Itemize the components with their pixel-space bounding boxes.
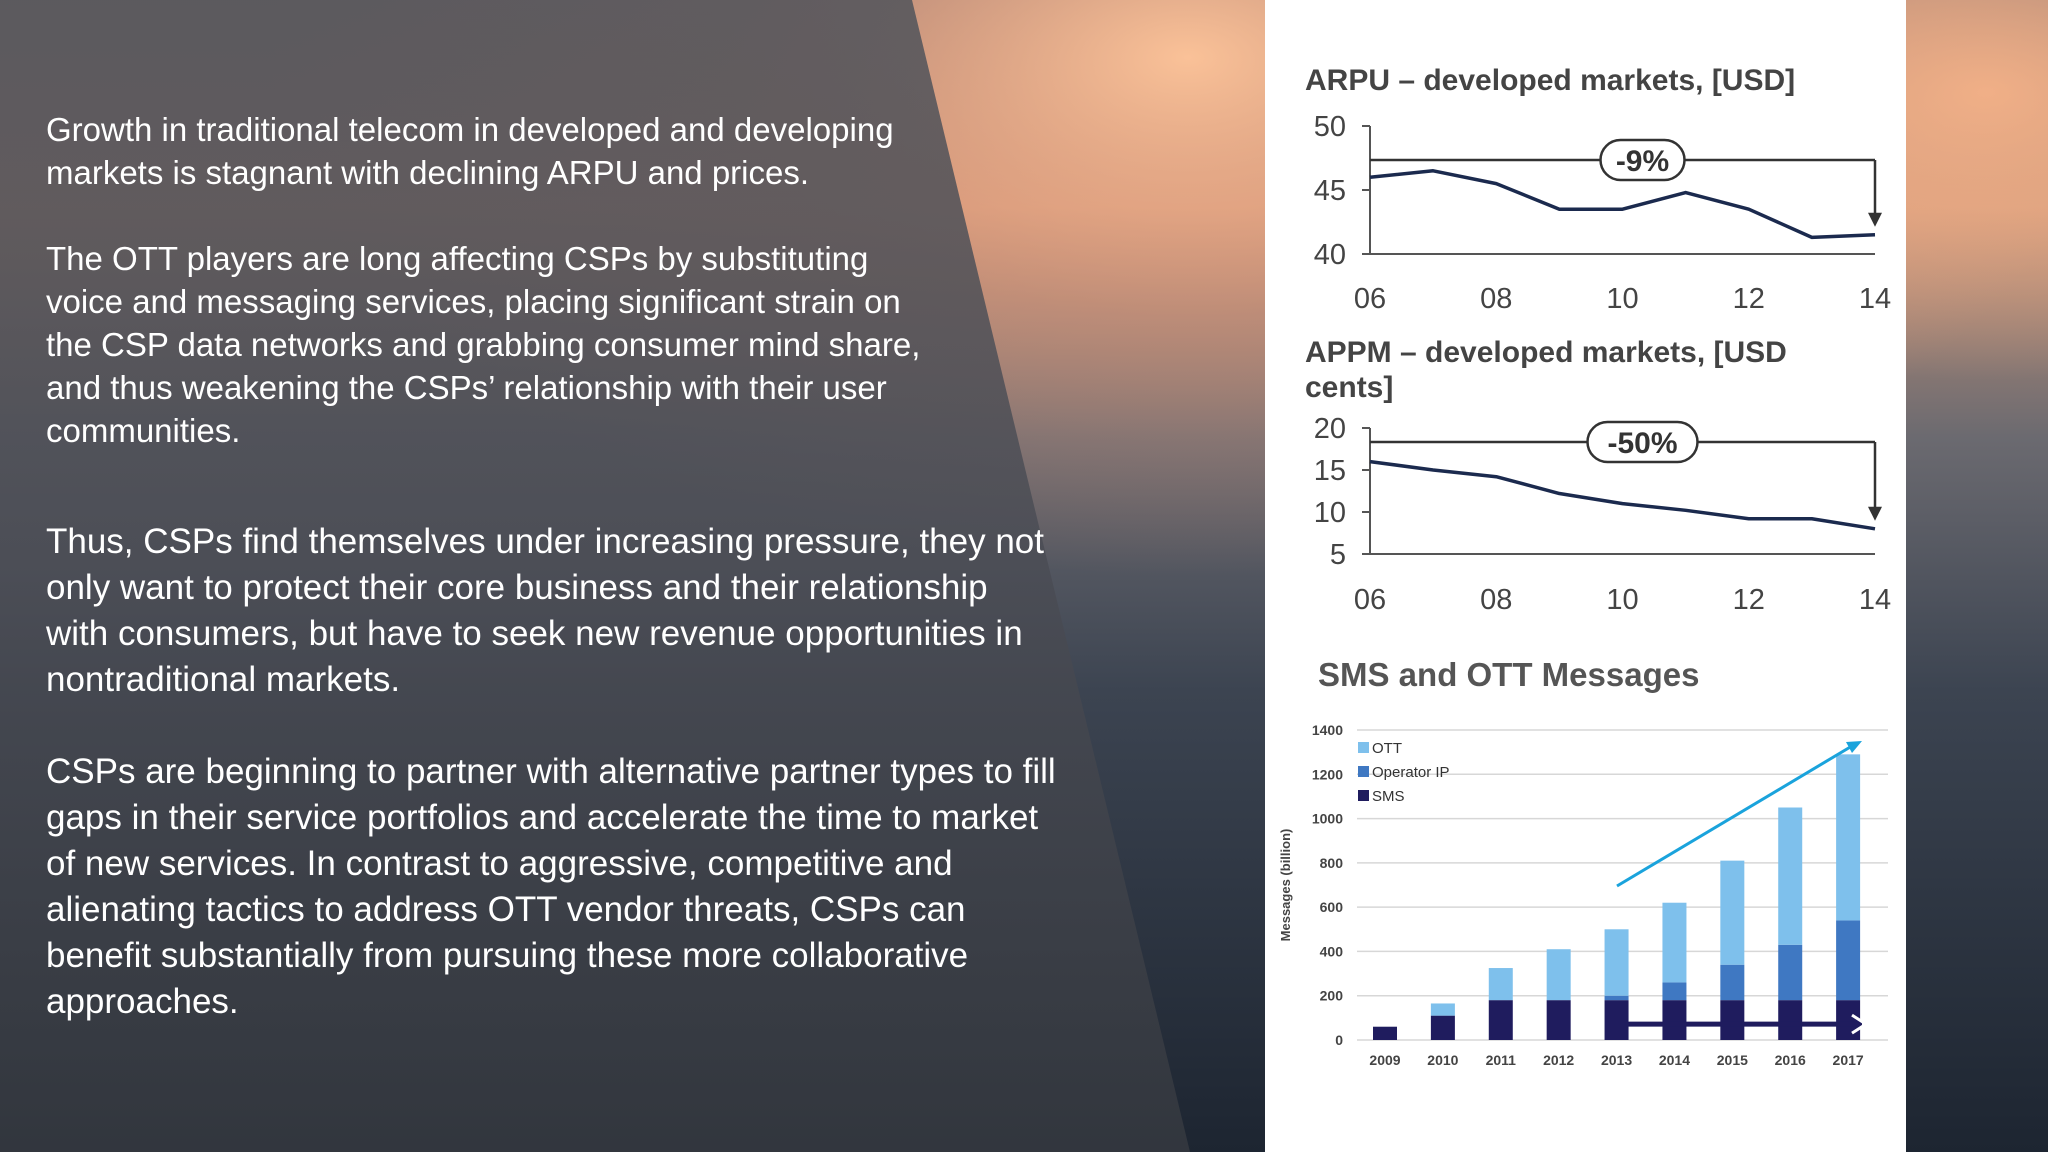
x-tick-label: 2013 bbox=[1601, 1052, 1632, 1068]
annotation-label: -9% bbox=[1616, 145, 1669, 178]
text-panel: Growth in traditional telecom in develop… bbox=[46, 108, 1056, 1025]
bar-segment-ott bbox=[1488, 968, 1513, 1001]
x-tick-label: 10 bbox=[1606, 283, 1638, 315]
x-tick-label: 2011 bbox=[1486, 1052, 1517, 1068]
x-tick-label: 08 bbox=[1480, 283, 1512, 315]
bar-segment-ott bbox=[1604, 929, 1629, 996]
line-chart-title: APPM – developed markets, [USD cents] bbox=[1305, 336, 1787, 404]
legend-label: SMS bbox=[1372, 788, 1405, 805]
annotation-label: -50% bbox=[1607, 427, 1677, 460]
x-tick-label: 12 bbox=[1733, 584, 1765, 616]
paragraph-3: Thus, CSPs find themselves under increas… bbox=[46, 522, 1044, 699]
bar-segment-sms bbox=[1778, 1000, 1803, 1040]
y-tick-label: 5 bbox=[1330, 539, 1346, 571]
y-tick-label: 400 bbox=[1320, 943, 1344, 959]
bar-segment-sms bbox=[1720, 1000, 1745, 1040]
legend-label: Operator IP bbox=[1372, 764, 1450, 781]
x-tick-label: 10 bbox=[1606, 584, 1638, 616]
legend-swatch bbox=[1358, 790, 1369, 801]
growth-arrow bbox=[1616, 741, 1858, 888]
y-tick-label: 1400 bbox=[1312, 722, 1343, 738]
chart-title-line: APPM – developed markets, [USD bbox=[1305, 336, 1787, 369]
x-tick-label: 2010 bbox=[1427, 1052, 1458, 1068]
y-tick-label: 1200 bbox=[1312, 766, 1343, 782]
y-tick-label: 800 bbox=[1320, 855, 1344, 871]
y-tick-label: 600 bbox=[1320, 899, 1344, 915]
arrow-head-icon bbox=[1868, 212, 1882, 227]
y-tick-label: 10 bbox=[1314, 497, 1346, 529]
x-tick-label: 2015 bbox=[1717, 1052, 1748, 1068]
growth-arrowhead-icon bbox=[1846, 741, 1862, 753]
x-tick-label: 06 bbox=[1354, 584, 1386, 616]
y-tick-label: 1000 bbox=[1312, 811, 1343, 827]
x-tick-label: 08 bbox=[1480, 584, 1512, 616]
bar-segment-operator-ip bbox=[1662, 982, 1687, 1001]
bar-segment-sms bbox=[1836, 1000, 1861, 1040]
bar-segment-ott bbox=[1546, 949, 1571, 1001]
bar-segment-operator-ip bbox=[1778, 944, 1803, 1001]
y-tick-label: 45 bbox=[1314, 175, 1346, 207]
legend-swatch bbox=[1358, 766, 1369, 777]
legend-swatch bbox=[1358, 742, 1369, 753]
x-tick-label: 2017 bbox=[1833, 1052, 1864, 1068]
line-chart-title: ARPU – developed markets, [USD] bbox=[1305, 64, 1795, 97]
x-tick-label: 14 bbox=[1859, 283, 1891, 315]
arrow-head-icon bbox=[1868, 506, 1882, 521]
bar-segment-operator-ip bbox=[1720, 964, 1745, 1001]
bar-segment-operator-ip bbox=[1604, 995, 1629, 1001]
x-tick-label: 2014 bbox=[1659, 1052, 1690, 1068]
y-tick-label: 20 bbox=[1314, 413, 1346, 445]
series-line bbox=[1369, 459, 1876, 531]
y-axis-label: Messages (billion) bbox=[1278, 829, 1293, 942]
y-tick-label: 50 bbox=[1314, 111, 1346, 143]
x-tick-label: 14 bbox=[1859, 584, 1891, 616]
bar-segment-operator-ip bbox=[1836, 920, 1861, 1001]
y-tick-label: 0 bbox=[1335, 1032, 1343, 1048]
bar-segment-ott bbox=[1836, 754, 1861, 921]
y-tick-label: 15 bbox=[1314, 455, 1346, 487]
bar-segment-ott bbox=[1430, 1003, 1455, 1016]
bar-segment-ott bbox=[1778, 807, 1803, 945]
x-tick-label: 06 bbox=[1354, 283, 1386, 315]
bar-segment-sms bbox=[1546, 1000, 1571, 1040]
bar-segment-sms bbox=[1373, 1026, 1397, 1040]
x-tick-label: 12 bbox=[1733, 283, 1765, 315]
bar-segment-sms bbox=[1430, 1015, 1455, 1040]
bar-chart-title: SMS and OTT Messages bbox=[1318, 656, 1699, 693]
x-tick-label: 2012 bbox=[1543, 1052, 1574, 1068]
chart-title-line: cents] bbox=[1305, 371, 1393, 404]
paragraph-4: CSPs are beginning to partner with alter… bbox=[46, 752, 1056, 1021]
paragraph-2: The OTT players are long affecting CSPs … bbox=[46, 240, 921, 449]
paragraph-1: Growth in traditional telecom in develop… bbox=[46, 111, 894, 191]
bar-segment-ott bbox=[1720, 860, 1745, 965]
bar-segment-ott bbox=[1662, 902, 1687, 983]
y-tick-label: 40 bbox=[1314, 239, 1346, 271]
x-tick-label: 2009 bbox=[1369, 1052, 1400, 1068]
x-tick-label: 2016 bbox=[1775, 1052, 1806, 1068]
series-line bbox=[1369, 169, 1876, 240]
annotation-badge bbox=[1586, 420, 1699, 464]
bar-segment-sms bbox=[1488, 1000, 1513, 1040]
y-tick-label: 200 bbox=[1320, 988, 1344, 1004]
legend-label: OTT bbox=[1372, 740, 1402, 757]
bar-segment-sms bbox=[1662, 1000, 1687, 1040]
bar-segment-sms bbox=[1604, 1000, 1629, 1040]
annotation-badge bbox=[1599, 138, 1686, 182]
flat-arrowhead-icon bbox=[1851, 1013, 1869, 1035]
